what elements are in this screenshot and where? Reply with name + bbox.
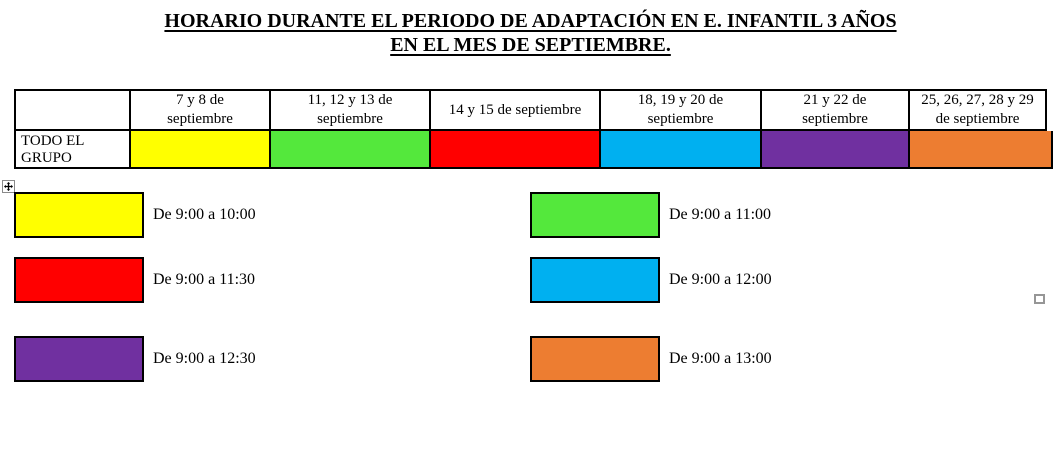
hollow-square-marker-icon <box>1034 294 1045 304</box>
title-line-2: EN EL MES DE SEPTIEMBRE. <box>390 34 671 56</box>
header-date-line: septiembre <box>317 111 383 127</box>
header-date-line: 7 y 8 de <box>176 92 224 108</box>
header-date-line: de septiembre <box>935 111 1020 127</box>
header-cell-14-15-sept: 14 y 15 de septiembre <box>431 89 601 131</box>
schedule-color-cell-blue <box>601 131 762 169</box>
legend-item-purple: De 9:00 a 12:30 <box>14 336 256 382</box>
header-cell-11-13-sept: 11, 12 y 13 de septiembre <box>271 89 431 131</box>
header-date-line: 25, 26, 27, 28 y 29 <box>921 92 1034 108</box>
legend-label: De 9:00 a 13:00 <box>669 350 772 367</box>
legend-label: De 9:00 a 12:30 <box>153 350 256 367</box>
legend-item-red: De 9:00 a 11:30 <box>14 257 255 303</box>
legend-label: De 9:00 a 12:00 <box>669 271 772 288</box>
group-label-line: GRUPO <box>21 150 72 166</box>
table-header-row: 7 y 8 de septiembre 11, 12 y 13 de septi… <box>14 89 1053 131</box>
schedule-color-cell-green <box>271 131 431 169</box>
header-date-line: 14 y 15 de septiembre <box>448 101 582 118</box>
legend-item-green: De 9:00 a 11:00 <box>530 192 771 238</box>
legend-swatch-red <box>14 257 144 303</box>
header-date-line: 18, 19 y 20 de <box>637 92 724 108</box>
legend-item-orange: De 9:00 a 13:00 <box>530 336 772 382</box>
legend-swatch-orange <box>530 336 660 382</box>
corner-empty-cell <box>14 89 131 131</box>
header-cell-18-20-sept: 18, 19 y 20 de septiembre <box>601 89 762 131</box>
header-date-line: 21 y 22 de <box>803 92 867 108</box>
legend-label: De 9:00 a 11:00 <box>669 206 772 223</box>
header-date-line: septiembre <box>802 111 868 127</box>
header-cell-7-8-sept: 7 y 8 de septiembre <box>131 89 271 131</box>
legend-swatch-purple <box>14 336 144 382</box>
group-label-line: TODO EL <box>21 133 85 149</box>
group-label-cell: TODO EL GRUPO <box>14 131 131 169</box>
header-date-line: 11, 12 y 13 de <box>307 92 393 108</box>
schedule-table: 7 y 8 de septiembre 11, 12 y 13 de septi… <box>14 89 1053 169</box>
header-cell-25-29-sept: 25, 26, 27, 28 y 29 de septiembre <box>910 89 1047 131</box>
schedule-color-cell-yellow <box>131 131 271 169</box>
legend-swatch-green <box>530 192 660 238</box>
table-move-handle-icon[interactable] <box>2 180 15 193</box>
legend-swatch-yellow <box>14 192 144 238</box>
legend-label: De 9:00 a 11:30 <box>153 271 256 288</box>
header-date-line: septiembre <box>167 111 233 127</box>
title-line-1: HORARIO DURANTE EL PERIODO DE ADAPTACIÓN… <box>164 10 897 32</box>
header-cell-21-22-sept: 21 y 22 de septiembre <box>762 89 910 131</box>
table-group-row: TODO EL GRUPO <box>14 131 1053 169</box>
legend-label: De 9:00 a 10:00 <box>153 206 256 223</box>
legend-swatch-blue <box>530 257 660 303</box>
legend-item-yellow: De 9:00 a 10:00 <box>14 192 256 238</box>
schedule-color-cell-red <box>431 131 601 169</box>
header-date-line: septiembre <box>647 111 714 127</box>
document-title: HORARIO DURANTE EL PERIODO DE ADAPTACIÓN… <box>0 9 1061 57</box>
schedule-color-cell-orange <box>910 131 1053 169</box>
legend-item-blue: De 9:00 a 12:00 <box>530 257 772 303</box>
schedule-color-cell-purple <box>762 131 910 169</box>
